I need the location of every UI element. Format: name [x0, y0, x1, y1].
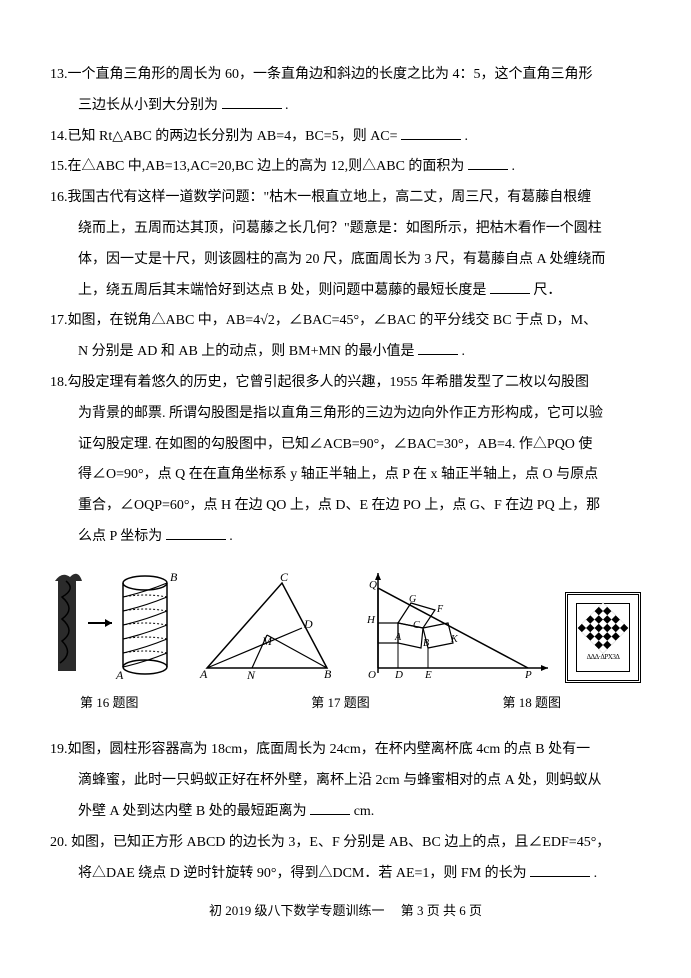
q18-l6a: 么点 P 坐标为 [78, 529, 162, 544]
svg-text:P: P [524, 669, 532, 681]
q18-l3: 证勾股定理. 在如图的勾股图中，已知∠ACB=90°，∠BAC=30°，AB=4… [50, 430, 641, 461]
figure-18: Q H O D E P A C B G F K [353, 568, 553, 683]
svg-text:A: A [394, 632, 402, 643]
page: 13.一个直角三角形的周长为 60，一条直角边和斜边的长度之比为 4：5，这个直… [0, 0, 691, 956]
q18-l5: 重合，∠OQP=60°，点 H 在边 QO 上，点 D、E 在边 PO 上，点 … [50, 491, 641, 522]
caption-18: 第 18 题图 [502, 689, 561, 718]
caption-17: 第 17 题图 [311, 689, 370, 718]
q18-l4: 得∠O=90°，点 Q 在在直角坐标系 y 轴正半轴上，点 P 在 x 轴正半轴… [50, 460, 641, 491]
figure-stamp: ΔΔΔ·ΔΡΧ3Δ [565, 592, 641, 683]
footer-right: 第 3 页 共 6 页 [401, 903, 482, 918]
q13-line1: 13.一个直角三角形的周长为 60，一条直角边和斜边的长度之比为 4：5，这个直… [50, 67, 593, 82]
fig17-svg: A B C D M N [192, 573, 342, 683]
figure-row: B A A B C D M N [50, 563, 641, 683]
q20-l2b: . [594, 866, 598, 881]
q15-blank [468, 155, 508, 170]
svg-text:D: D [394, 669, 403, 681]
page-footer: 初 2019 级八下数学专题训练一 第 3 页 共 6 页 [50, 897, 641, 926]
q14-blank [401, 125, 461, 140]
caption-16: 第 16 题图 [80, 689, 139, 718]
question-19: 19.如图，圆柱形容器高为 18cm，底面周长为 24cm，在杯内壁离杯底 4c… [50, 735, 641, 827]
q17-l1b: ，∠BAC=45°，∠BAC 的平分线交 BC 于点 D，M、 [275, 313, 597, 328]
q16-l3: 体，因一丈是十尺，则该圆柱的高为 20 尺，底面周长为 3 尺，有葛藤自点 A … [50, 245, 641, 276]
q18-l1: 18.勾股定理有着悠久的历史，它曾引起很多人的兴趣，1955 年希腊发型了二枚以… [50, 375, 589, 390]
q17-sqrt: √2 [260, 313, 275, 328]
svg-text:A: A [199, 667, 208, 681]
fig16-svg: B A [50, 563, 180, 683]
q16-l4a: 上，绕五周后其末端恰好到达点 B 处，则问题中葛藤的最短长度是 [78, 283, 486, 298]
fig16-label-A: A [115, 668, 124, 682]
q19-l2: 滴蜂蜜，此时一只蚂蚁正好在杯外壁，离杯上沿 2cm 与蜂蜜相对的点 A 处，则蚂… [50, 766, 641, 797]
q19-l1: 19.如图，圆柱形容器高为 18cm，底面周长为 24cm，在杯内壁离杯底 4c… [50, 742, 590, 757]
q20-blank [530, 862, 590, 877]
question-17: 17.如图，在锐角△ABC 中，AB=4√2，∠BAC=45°，∠BAC 的平分… [50, 306, 641, 368]
q20-l2a: 将△DAE 绕点 D 逆时针旋转 90°，得到△DCM．若 AE=1，则 FM … [78, 866, 527, 881]
svg-text:B: B [324, 667, 332, 681]
figure-17: A B C D M N [192, 573, 342, 683]
q17-l1a: 17.如图，在锐角△ABC 中，AB=4 [50, 313, 260, 328]
question-18: 18.勾股定理有着悠久的历史，它曾引起很多人的兴趣，1955 年希腊发型了二枚以… [50, 368, 641, 553]
q18-l6b: . [229, 529, 233, 544]
svg-text:K: K [450, 634, 459, 645]
svg-text:B: B [423, 638, 429, 649]
q13-line2: 三边长从小到大分别为 [78, 98, 218, 113]
svg-text:M: M [261, 634, 273, 648]
q20-l1: 20. 如图，已知正方形 ABCD 的边长为 3，E、F 分别是 AB、BC 边… [50, 835, 610, 850]
svg-text:D: D [303, 617, 313, 631]
svg-text:H: H [366, 614, 376, 626]
question-16: 16.我国古代有这样一道数学问题："枯木一根直立地上，高二丈，周三尺，有葛藤自根… [50, 183, 641, 306]
q16-l4b: 尺． [533, 283, 561, 298]
q13-tail: . [285, 98, 289, 113]
q18-l2: 为背景的邮票. 所谓勾股图是指以直角三角形的三边为边向外作正方形构成，它可以验 [50, 399, 641, 430]
q15-tail: . [511, 159, 515, 174]
question-20: 20. 如图，已知正方形 ABCD 的边长为 3，E、F 分别是 AB、BC 边… [50, 828, 641, 890]
q16-blank [490, 279, 530, 294]
svg-text:Q: Q [369, 579, 377, 591]
q17-l2a: N 分别是 AD 和 AB 上的动点，则 BM+MN 的最小值是 [78, 344, 415, 359]
svg-text:N: N [246, 668, 256, 682]
q17-l2b: . [462, 344, 466, 359]
question-13: 13.一个直角三角形的周长为 60，一条直角边和斜边的长度之比为 4：5，这个直… [50, 60, 641, 122]
svg-text:C: C [413, 620, 420, 631]
stamp-icon: ΔΔΔ·ΔΡΧ3Δ [565, 592, 641, 683]
q17-blank [418, 340, 458, 355]
svg-text:E: E [424, 669, 432, 681]
figure-16: B A [50, 563, 180, 683]
footer-left: 初 2019 级八下数学专题训练一 [209, 903, 385, 918]
q18-blank [166, 525, 226, 540]
caption-row: 第 16 题图 第 17 题图 第 18 题图 [50, 689, 641, 718]
svg-text:C: C [280, 573, 289, 584]
q16-l1: 16.我国古代有这样一道数学问题："枯木一根直立地上，高二丈，周三尺，有葛藤自根… [50, 190, 591, 205]
q15-text: 15.在△ABC 中,AB=13,AC=20,BC 边上的高为 12,则△ABC… [50, 159, 464, 174]
q19-l3b: cm. [354, 804, 375, 819]
fig16-label-B: B [170, 570, 178, 584]
question-15: 15.在△ABC 中,AB=13,AC=20,BC 边上的高为 12,则△ABC… [50, 152, 641, 183]
question-14: 14.已知 Rt△ABC 的两边长分别为 AB=4，BC=5，则 AC= . [50, 122, 641, 153]
q14-tail: . [465, 129, 469, 144]
svg-text:F: F [436, 604, 444, 615]
svg-text:O: O [368, 669, 376, 681]
svg-text:G: G [409, 594, 416, 605]
q19-l3a: 外壁 A 处到达内壁 B 处的最短距离为 [78, 804, 307, 819]
q14-text: 14.已知 Rt△ABC 的两边长分别为 AB=4，BC=5，则 AC= [50, 129, 398, 144]
q13-blank [222, 94, 282, 109]
q16-l2: 绕而上，五周而达其顶，问葛藤之长几何？"题意是：如图所示，把枯木看作一个圆柱 [50, 214, 641, 245]
fig18-svg: Q H O D E P A C B G F K [353, 568, 553, 683]
q19-blank [310, 800, 350, 815]
